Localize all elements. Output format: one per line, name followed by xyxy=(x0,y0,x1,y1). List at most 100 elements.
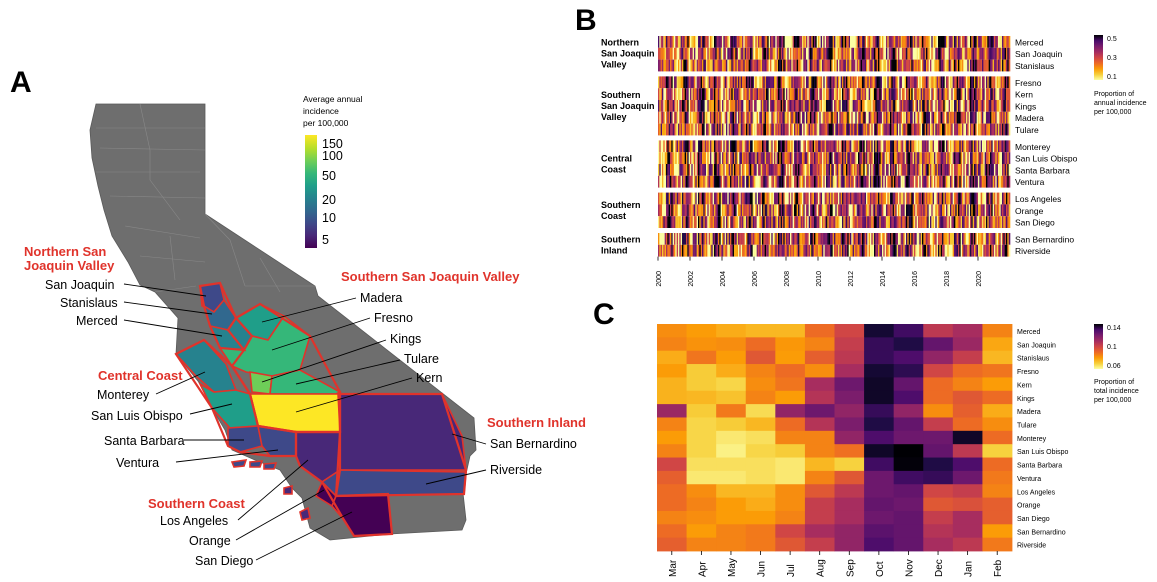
heatmap-b-cell xyxy=(668,152,671,164)
heatmap-b-cell xyxy=(796,164,799,176)
heatmap-b-cell xyxy=(744,192,747,205)
heatmap-b-cell xyxy=(700,233,703,245)
heatmap-b-cell xyxy=(890,140,892,153)
heatmap-b-cell xyxy=(722,152,724,164)
heatmap-b-cell xyxy=(951,76,953,89)
heatmap-b-cell xyxy=(780,175,783,188)
heatmap-b-cell xyxy=(690,123,692,136)
heatmap-b-cell xyxy=(938,192,940,205)
heatmap-b-cell xyxy=(716,244,719,257)
heatmap-b-cell xyxy=(916,111,919,124)
heatmap-b-cell xyxy=(792,140,795,153)
heatmap-c-cell xyxy=(745,350,776,365)
heatmap-c-cell xyxy=(686,324,717,338)
heatmap-b-cell xyxy=(767,152,769,164)
heatmap-b-cell xyxy=(987,88,989,100)
heatmap-b-cell xyxy=(920,140,923,153)
heatmap-b-cell xyxy=(830,123,832,136)
heatmap-c-cell xyxy=(952,524,983,539)
heatmap-b-cell xyxy=(851,88,853,100)
heatmap-b-cell xyxy=(1000,140,1003,153)
heatmap-b-cell xyxy=(710,233,712,245)
heatmap-b-cell xyxy=(714,244,716,257)
heatmap-b-cell xyxy=(780,111,783,124)
heatmap-b-cell xyxy=(955,216,957,228)
heatmap-b-cell xyxy=(955,88,957,100)
heatmap-b-cell xyxy=(715,244,717,257)
heatmap-b-cell xyxy=(763,175,765,188)
heatmap-b-cell xyxy=(678,76,680,89)
heatmap-b-cell xyxy=(688,233,691,245)
heatmap-b-cell xyxy=(859,59,861,72)
heatmap-b-cell xyxy=(943,233,945,245)
heatmap-b-cell xyxy=(842,36,844,48)
heatmap-b-cell xyxy=(920,152,923,164)
heatmap-b-cell xyxy=(667,76,669,89)
heatmap-b-cell xyxy=(851,47,853,60)
heatmap-b-cell xyxy=(883,88,885,100)
heatmap-b-cell xyxy=(696,76,699,89)
heatmap-b-cell xyxy=(747,123,749,136)
heatmap-b-cell xyxy=(658,123,660,136)
heatmap-c-row-label: San Joaquin xyxy=(1017,342,1056,349)
heatmap-b-cell xyxy=(778,59,780,72)
heatmap-b-cell xyxy=(731,175,733,188)
heatmap-b-cell xyxy=(887,59,889,72)
heatmap-b-cell xyxy=(919,100,921,112)
heatmap-b-cell xyxy=(692,100,695,112)
heatmap-b-cell xyxy=(878,111,880,124)
heatmap-b-cell xyxy=(946,36,948,48)
heatmap-c-x-label: Apr xyxy=(697,561,708,577)
heatmap-b-cell xyxy=(867,123,869,136)
heatmap-b-cell xyxy=(891,111,893,124)
heatmap-b-cell xyxy=(660,244,663,257)
heatmap-b-cell xyxy=(983,123,985,136)
heatmap-b-cell xyxy=(915,47,917,60)
heatmap-b-cell xyxy=(986,140,988,153)
heatmap-b-cell xyxy=(927,88,929,100)
heatmap-b-cell xyxy=(820,216,823,228)
heatmap-b-cell xyxy=(670,88,672,100)
heatmap-b-cell xyxy=(810,152,812,164)
heatmap-b-cell xyxy=(990,175,992,188)
heatmap-b-cell xyxy=(962,76,964,89)
heatmap-b-cell xyxy=(979,36,981,48)
heatmap-b-cell xyxy=(952,233,955,245)
heatmap-b-group-label: Southern xyxy=(601,234,641,244)
heatmap-b-cell xyxy=(680,123,683,136)
heatmap-c-cell xyxy=(716,430,747,445)
heatmap-b-cell xyxy=(892,152,895,164)
heatmap-b-cell xyxy=(906,111,908,124)
heatmap-b-cell xyxy=(1002,140,1004,153)
heatmap-b-cell xyxy=(740,204,743,217)
heatmap-b-cell xyxy=(683,140,685,153)
heatmap-b-cell xyxy=(966,216,968,228)
heatmap-b-cell xyxy=(679,47,681,60)
heatmap-c-cell xyxy=(716,484,747,498)
heatmap-b-cell xyxy=(875,111,877,124)
heatmap-b-cell xyxy=(800,204,803,217)
heatmap-b-cell xyxy=(883,36,885,48)
heatmap-b-cell xyxy=(826,164,828,176)
heatmap-b-cell xyxy=(739,59,741,72)
county-santa-barbara xyxy=(227,425,263,453)
heatmap-b-cell xyxy=(996,36,999,48)
heatmap-b-cell xyxy=(682,216,684,228)
heatmap-b-cell xyxy=(770,164,772,176)
heatmap-b-cell xyxy=(918,88,920,100)
heatmap-b-cell xyxy=(854,152,856,164)
heatmap-b-cell xyxy=(959,175,961,188)
heatmap-b-cell xyxy=(939,192,941,205)
heatmap-b-cell xyxy=(684,204,687,217)
heatmap-b-cell xyxy=(727,175,729,188)
heatmap-b-cell xyxy=(967,204,969,217)
heatmap-b-cell xyxy=(935,204,937,217)
heatmap-b-cell xyxy=(964,164,967,176)
heatmap-b-cell xyxy=(834,140,836,153)
heatmap-b-cell xyxy=(867,233,869,245)
heatmap-b-cell xyxy=(874,59,876,72)
heatmap-c-cell xyxy=(804,524,835,539)
heatmap-b-cell xyxy=(779,192,781,205)
heatmap-b-cell xyxy=(930,152,932,164)
heatmap-b-cell xyxy=(807,216,809,228)
